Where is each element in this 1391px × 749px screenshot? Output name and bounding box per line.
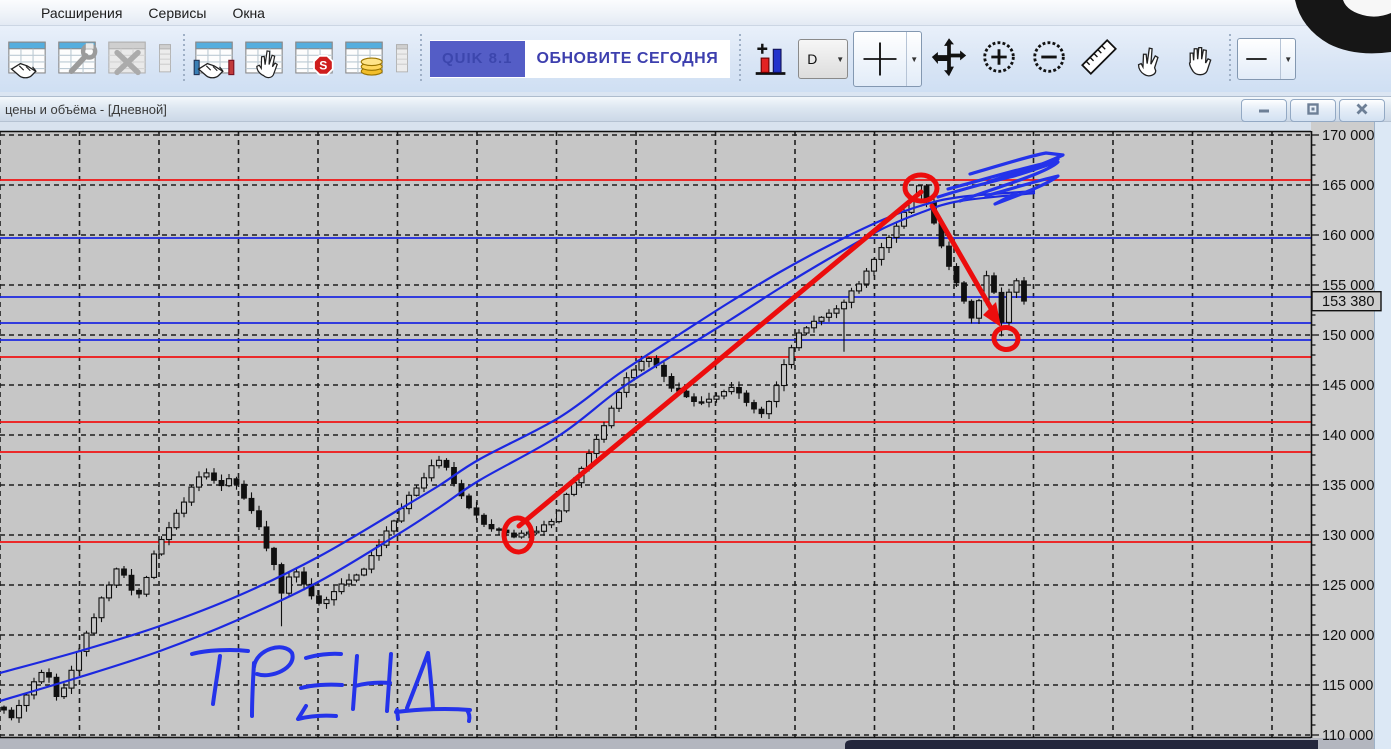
annotation-circle-3 [991, 324, 1021, 353]
toolbar-separator [736, 34, 744, 84]
table-stop-icon: S [292, 35, 336, 84]
svg-text:170 000: 170 000 [1322, 128, 1374, 144]
crosshair-tool-button[interactable]: ▼ [853, 31, 923, 87]
svg-text:130 000: 130 000 [1322, 528, 1374, 544]
svg-text:120 000: 120 000 [1322, 628, 1374, 644]
minimize-button[interactable] [1241, 99, 1287, 122]
menu-item-services[interactable]: Сервисы [148, 4, 207, 21]
table-wrench-icon [55, 35, 99, 84]
handwritten-trend-annotation [190, 645, 472, 723]
window-controls [1241, 99, 1385, 122]
svg-text:135 000: 135 000 [1322, 478, 1374, 494]
toolbar-separator [1226, 34, 1234, 84]
svg-text:150 000: 150 000 [1322, 328, 1374, 344]
current-price-marker: 153 380 [1311, 290, 1382, 312]
ruler-icon [1077, 35, 1121, 84]
cursor-tool-button[interactable] [1124, 32, 1174, 86]
bottom-window-bar [845, 740, 1318, 749]
table-handshake-icon [5, 35, 49, 84]
new-chart-button[interactable] [745, 32, 795, 86]
restore-button[interactable] [1290, 99, 1336, 122]
table-coins-icon [342, 35, 386, 84]
toolbar-separator [417, 34, 424, 84]
menu-bar: Расширения Сервисы Окна [0, 0, 1391, 26]
trades-table-button[interactable] [189, 32, 239, 86]
plot-area [0, 131, 1311, 737]
line-tool-button[interactable]: ▼ [1237, 38, 1297, 80]
up-trend-line [516, 189, 924, 529]
scribble-arrow-annotation [936, 151, 1065, 206]
toolbar-separator [180, 34, 187, 84]
moving-average-upper [0, 189, 1036, 675]
svg-text:145 000: 145 000 [1322, 378, 1374, 394]
svg-text:165 000: 165 000 [1322, 178, 1374, 194]
menu-item-extensions[interactable]: Расширения [41, 4, 123, 21]
delete-table-button[interactable] [102, 32, 152, 86]
down-arrow-line [929, 203, 999, 320]
svg-text:155 000: 155 000 [1322, 278, 1374, 294]
svg-text:140 000: 140 000 [1322, 428, 1374, 444]
quik-promo-banner[interactable]: QUIK 8.1 ОБНОВИТЕ СЕГОДНЯ [430, 40, 731, 78]
limits-table-button[interactable] [339, 32, 389, 86]
line-icon[interactable] [1238, 39, 1280, 79]
move-icon [927, 35, 971, 84]
svg-text:125 000: 125 000 [1322, 578, 1374, 594]
svg-text:160 000: 160 000 [1322, 228, 1374, 244]
price-axis [1311, 122, 1374, 749]
update-promo-label: ОБНОВИТЕ СЕГОДНЯ [536, 50, 719, 67]
toolbar-gap [0, 92, 1391, 96]
annotation-circle-2 [902, 172, 940, 204]
zoom-in-button[interactable] [974, 32, 1024, 86]
moving-average-lower [0, 191, 1036, 703]
stop-requests-table-button[interactable]: S [289, 32, 339, 86]
zoom-out-icon [1027, 35, 1071, 84]
trend-annotation-red [501, 172, 1021, 555]
chevron-down-icon[interactable]: ▼ [1280, 39, 1295, 79]
table-handshake-colored-icon [192, 35, 236, 84]
zoom-in-icon [977, 35, 1021, 84]
crosshair-icon[interactable] [854, 32, 906, 86]
table-hand-icon [242, 35, 286, 84]
extra-table-button[interactable] [389, 32, 415, 86]
close-button[interactable] [1339, 99, 1385, 122]
table-narrow-icon [148, 40, 182, 79]
table-delete-icon [105, 35, 149, 84]
move-tool-button[interactable] [924, 32, 974, 86]
restore-icon [1305, 102, 1321, 120]
arrowhead [983, 302, 1001, 327]
svg-text:110 000: 110 000 [1322, 728, 1373, 744]
minimize-icon [1256, 102, 1272, 120]
svg-text:115 000: 115 000 [1322, 678, 1373, 694]
toolbar: S QUIK 8.1 ОБНОВИТЕ СЕГОДНЯ D ▼ ▼ ▼ [0, 26, 1391, 92]
chevron-down-icon[interactable]: ▼ [906, 32, 921, 86]
timeframe-value: D [807, 51, 818, 67]
quik-version-badge: QUIK 8.1 [430, 41, 525, 77]
zoom-out-button[interactable] [1024, 32, 1074, 86]
pan-tool-button[interactable] [1174, 32, 1224, 86]
axis-labels: 170 000 165 000 160 000 155 000 150 000 145 0… [1322, 128, 1374, 744]
table-settings-button[interactable] [52, 32, 102, 86]
table-narrow-icon [385, 40, 419, 79]
price-volume-chart[interactable]: 170 000 165 000 160 000 155 000 150 000 145 0… [0, 122, 1391, 749]
hand-pan-icon [1177, 35, 1221, 84]
chart-window-titlebar[interactable]: цены и объёма - [Дневной] [0, 96, 1391, 122]
orders-table-button[interactable] [2, 32, 52, 86]
svg-text:153 380: 153 380 [1322, 294, 1374, 310]
svg-text:S: S [319, 58, 327, 72]
hand-two-finger-icon [1127, 35, 1171, 84]
annotation-circle-1 [501, 515, 535, 555]
axis-ticks [1311, 134, 1319, 736]
timeframe-select[interactable]: D ▼ [798, 39, 849, 79]
stop-orders-table-button[interactable] [239, 32, 289, 86]
column-view-button[interactable] [152, 32, 178, 86]
chart-plus-icon [748, 35, 792, 84]
chevron-down-icon[interactable]: ▼ [836, 54, 845, 64]
menu-item-windows[interactable]: Окна [232, 4, 265, 21]
ruler-tool-button[interactable] [1074, 32, 1124, 86]
close-icon [1354, 102, 1370, 120]
chart-window-title: цены и объёма - [Дневной] [5, 101, 167, 117]
